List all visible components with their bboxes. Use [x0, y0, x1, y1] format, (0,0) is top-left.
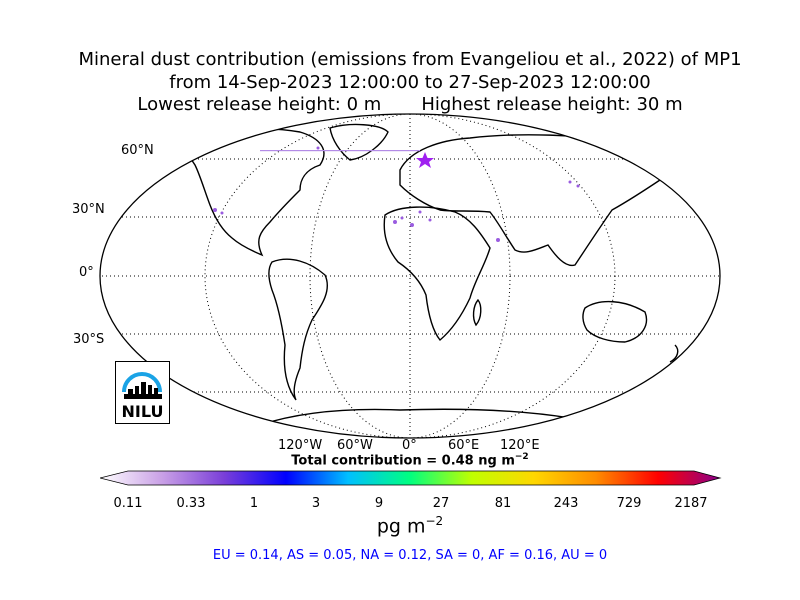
highest-release-height: Highest release height: 30 m — [421, 94, 683, 115]
lat-label-0: 0° — [79, 265, 94, 280]
lat-label-60n: 60°N — [121, 143, 154, 158]
longitude-gridlines — [204, 114, 616, 438]
map-boundary — [99, 113, 721, 439]
dust-deposition — [213, 146, 580, 242]
colorbar-tick: 81 — [494, 496, 512, 511]
title-line-2: from 14-Sep-2023 12:00:00 to 27-Sep-2023… — [169, 72, 651, 93]
nilu-logo-text: NILU — [121, 402, 164, 421]
antarctica — [259, 408, 641, 437]
title-line-3: Lowest release height: 0 m Highest relea… — [0, 94, 800, 116]
south-america — [268, 258, 329, 401]
eurasia — [399, 134, 665, 267]
total-contribution: Total contribution = 0.48 ng m−2 — [291, 452, 529, 469]
madagascar — [472, 298, 482, 327]
africa — [383, 206, 491, 341]
colorbar-tick: 243 — [553, 496, 579, 511]
new-zealand — [669, 344, 679, 363]
colorbar-tick: 729 — [616, 496, 642, 511]
north-america — [184, 128, 325, 257]
lowest-release-height: Lowest release height: 0 m — [137, 94, 382, 115]
australia — [582, 300, 648, 343]
colorbar-tick: 1 — [249, 496, 259, 511]
lon-label-120e: 120°E — [500, 438, 540, 453]
lon-label-60w: 60°W — [337, 438, 373, 453]
colorbar-tick: 0.11 — [113, 496, 143, 511]
coastlines — [184, 123, 679, 437]
nilu-logo-icon — [122, 372, 162, 399]
colorbar-tick: 9 — [374, 496, 384, 511]
lon-label-120w: 120°W — [278, 438, 323, 453]
nilu-logo: NILU — [115, 361, 170, 424]
colorbar-tick: 27 — [432, 496, 450, 511]
latitude-gridlines — [100, 158, 720, 393]
release-location-star — [416, 152, 434, 168]
greenland — [329, 123, 389, 161]
colorbar-tick: 2187 — [674, 496, 708, 511]
lat-label-30n: 30°N — [72, 202, 105, 217]
title-line-1: Mineral dust contribution (emissions fro… — [78, 49, 742, 70]
colorbar-tick: 3 — [311, 496, 321, 511]
lat-label-30s: 30°S — [73, 332, 105, 347]
lon-label-60e: 60°E — [448, 438, 480, 453]
colorbar-unit: pg m−2 — [376, 514, 444, 538]
colorbar — [100, 470, 722, 486]
region-statistics: EU = 0.14, AS = 0.05, NA = 0.12, SA = 0,… — [212, 548, 608, 563]
colorbar-tick: 0.33 — [176, 496, 206, 511]
lon-label-0: 0° — [402, 438, 417, 453]
